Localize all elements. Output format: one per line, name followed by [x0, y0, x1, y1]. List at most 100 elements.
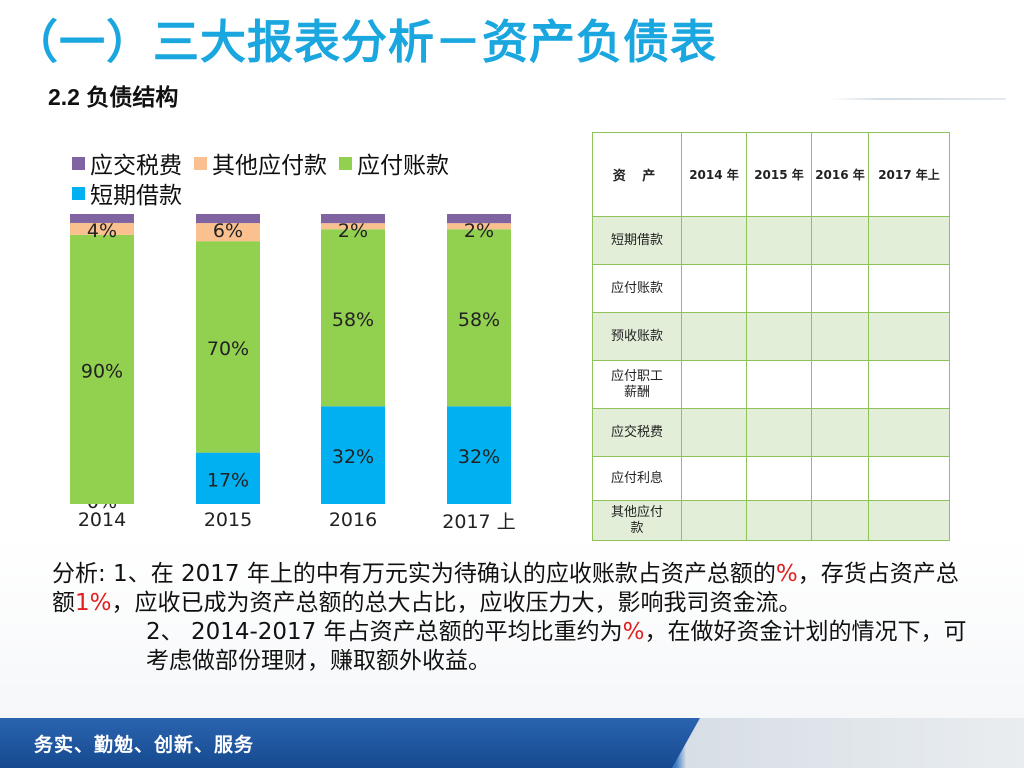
table-cell: [681, 264, 747, 313]
table-row: 应交税费: [592, 408, 950, 457]
category-label: 2017 上: [442, 511, 515, 533]
table-cell: [811, 312, 869, 361]
table-row: 应付职工 薪酬: [592, 360, 950, 409]
legend-label: 短期借款: [90, 183, 182, 209]
legend-label: 应交税费: [90, 153, 182, 179]
table-cell: [746, 264, 812, 313]
table-body: 短期借款 应付账款 预收账款 应付职工 薪酬 应交税费 应付利息 其他应付 款: [592, 216, 950, 541]
table-row: 预收账款: [592, 312, 950, 361]
table-header-2017h1: 2017 年上: [868, 132, 950, 217]
table-cell: [811, 456, 869, 501]
table-row: 应付账款: [592, 264, 950, 313]
table-header-2014: 2014 年: [681, 132, 747, 217]
bar-segment: [196, 241, 260, 453]
bar-segment: [447, 406, 511, 504]
bar-segment: [70, 214, 134, 223]
table-cell: [868, 408, 950, 457]
table-header-2016: 2016 年: [811, 132, 869, 217]
bar-segment: [447, 223, 511, 230]
analysis-p2-highlight: %: [622, 619, 645, 645]
legend-label: 应付账款: [357, 153, 449, 179]
data-label: 17%: [207, 469, 249, 491]
data-label: 4%: [87, 220, 117, 242]
table-row-label: 应付账款: [592, 264, 682, 313]
bar-segment: [447, 229, 511, 407]
data-label: 70%: [207, 338, 249, 360]
section-subtitle: 2.2 负债结构: [48, 84, 179, 110]
legend-swatch: [339, 156, 352, 170]
table-row: 短期借款: [592, 216, 950, 265]
table-cell: [746, 408, 812, 457]
data-label: 58%: [332, 309, 374, 331]
bar-segment: [447, 214, 511, 224]
data-label: 32%: [332, 446, 374, 468]
chart-legend: 应交税费 其他应付款 应付账款 短期借款: [72, 146, 542, 210]
table-cell: [681, 312, 747, 361]
liability-table: 资 产 2014 年 2015 年 2016 年 2017 年上 短期借款 应付账…: [592, 132, 950, 541]
legend-item-other-payable: 其他应付款: [194, 146, 327, 180]
table-cell: [811, 500, 869, 541]
table-row-label: 应付职工 薪酬: [592, 360, 682, 409]
bar-segment: [196, 214, 260, 224]
analysis-p2-text-a: 2、 2014-2017 年占资产总额的平均比重约为: [146, 619, 623, 645]
table-cell: [746, 360, 812, 409]
table-cell: [811, 264, 869, 313]
data-label: 32%: [458, 446, 500, 468]
table-cell: [681, 500, 747, 541]
table-header-row: 资 产 2014 年 2015 年 2016 年 2017 年上: [592, 132, 950, 217]
table-cell: [681, 360, 747, 409]
legend-item-short-loan: 短期借款: [72, 176, 182, 210]
table-header-asset: 资 产: [592, 132, 682, 217]
data-label: 2%: [338, 220, 368, 242]
category-label: 2015: [204, 509, 252, 531]
legend-swatch: [72, 156, 85, 170]
data-label: 90%: [81, 360, 123, 382]
legend-label: 其他应付款: [212, 153, 327, 179]
table-cell: [746, 456, 812, 501]
category-label: 2014: [78, 509, 126, 531]
table-cell: [681, 408, 747, 457]
bar-segment: [70, 222, 134, 235]
bar-segment: [196, 452, 260, 504]
legend-swatch: [72, 186, 85, 200]
table-row: 应付利息: [592, 456, 950, 501]
data-label: 6%: [213, 220, 243, 242]
analysis-paragraph-1: 分析: 1、在 2017 年上的中有万元实为待确认的应收账款占资产总额的%，存货…: [52, 560, 972, 618]
analysis-p2-text-b: ，在做好资金计划的情况下，可考虑做部份理财，赚取额外收益。: [146, 619, 967, 674]
table-cell: [681, 216, 747, 265]
footer-band: [0, 718, 700, 768]
slide-title: （一）三大报表分析－资产负债表: [12, 15, 717, 69]
footer-slogan: 务实、勤勉、创新、服务: [34, 734, 255, 756]
table-cell: [868, 216, 950, 265]
decorative-divider: [830, 98, 1006, 100]
table-cell: [811, 408, 869, 457]
analysis-p1-text-a: 分析: 1、在 2017 年上的中有万元实为待确认的应收账款占资产总额的: [52, 561, 776, 587]
analysis-p1-text-b: ，存货占资产总额: [52, 561, 959, 616]
table-cell: [811, 216, 869, 265]
category-label: 2016: [329, 509, 377, 531]
bar-segment: [70, 234, 134, 504]
analysis-p1-highlight-2: 1%: [75, 590, 112, 616]
table-row: 其他应付 款: [592, 500, 950, 541]
table-cell: [746, 312, 812, 361]
legend-row-1: 应交税费 其他应付款 应付账款: [72, 146, 542, 180]
table-row-label: 其他应付 款: [592, 500, 682, 541]
table-cell: [868, 264, 950, 313]
analysis-paragraph-2: 2、 2014-2017 年占资产总额的平均比重约为%，在做好资金计划的情况下，…: [52, 618, 972, 676]
bar-segment: [321, 214, 385, 224]
table-cell: [746, 216, 812, 265]
data-label: 2%: [464, 220, 494, 242]
legend-row-2: 短期借款: [72, 176, 542, 210]
bar-segment: [196, 223, 260, 242]
legend-swatch: [194, 156, 207, 170]
bar-segment: [321, 223, 385, 230]
analysis-p1-text-c: ，应收已成为资产总额的总大占比，应收压力大，影响我司资金流。: [111, 590, 802, 616]
table-row-label: 应交税费: [592, 408, 682, 457]
table-row-label: 短期借款: [592, 216, 682, 265]
footer-bar: 务实、勤勉、创新、服务: [0, 718, 1024, 768]
table-cell: [868, 360, 950, 409]
analysis-p1-highlight-1: %: [775, 561, 798, 587]
table-cell: [811, 360, 869, 409]
table-row-label: 应付利息: [592, 456, 682, 501]
